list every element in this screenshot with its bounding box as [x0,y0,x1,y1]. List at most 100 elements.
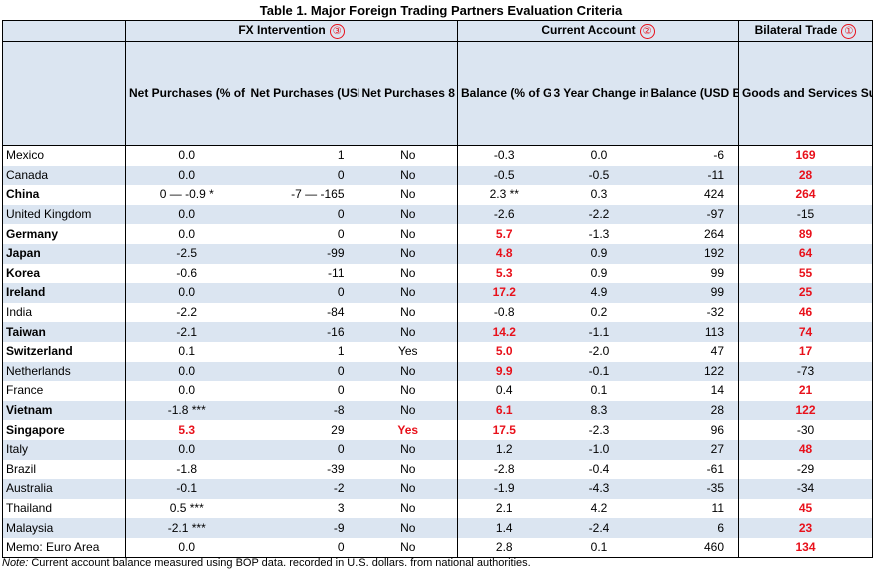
value-cell-e: 0.1 [590,383,608,398]
table-row: Vietnam -1.8 *** -8 No 6.1 8.3 28 122 [2,400,873,421]
value-cell-e: 0.1 [550,537,648,559]
value-cell-a: 0.5 *** [169,500,204,515]
value-cell-c: No [358,518,458,538]
group-fx-number: ③ [329,23,345,39]
column-header-1a: Net Purchases (% of GDP, Trailing 4Q) (1… [125,41,248,146]
value-cell-c: Yes [358,420,458,440]
country-cell: Memo: Euro Area [2,537,126,559]
value-cell-a: 0.0 [178,148,196,163]
value-cell-c: No [358,243,458,264]
value-cell-b: -11 [328,265,345,280]
group-ca-number: ② [639,23,655,39]
value-cell-a: 5.3 [178,422,196,437]
value-cell-f: 99 [647,263,739,284]
value-cell-c: No [358,302,458,323]
value-cell-a: -2.1 [125,322,248,342]
country-cell: Switzerland [2,341,126,362]
group-current-account: Current Account ② [457,20,739,42]
value-cell-b: -7 — -165 [291,187,345,202]
value-cell-c: No [358,400,458,421]
value-cell-c: No [358,361,458,382]
value-cell-f: 47 [647,341,739,362]
value-cell-f: 264 [647,224,739,244]
value-cell-d: 4.8 [457,243,551,264]
value-cell-a: -2.1 *** [125,518,248,538]
group-ca-label: Current Account [541,23,636,38]
value-cell-b: 3 [337,500,345,515]
value-cell-d: 9.9 [457,361,551,382]
value-cell-b: 0 [247,439,359,460]
value-cell-d: -2.8 [493,461,515,476]
value-cell-c: No [358,263,458,284]
value-cell-d: 1.4 [457,518,551,538]
value-cell-g: 89 [738,224,873,244]
value-cell-e: -0.1 [550,361,648,382]
value-cell-a: -1.8 *** [125,400,248,421]
value-cell-b: 0 [247,361,359,382]
value-cell-e: 0.3 [590,187,608,202]
value-cell-e: -2.2 [550,204,648,225]
value-cell-a: 0.0 [125,204,248,225]
column-header-2b: 3 Year Change in Balance (% of GDP) (2b) [550,41,648,146]
value-cell-d: 2.1 [495,500,513,515]
value-cell-b: 1 [337,148,345,163]
value-cell-c: No [358,498,458,519]
value-cell-b: -2 [247,479,359,499]
value-cell-d: 5.0 [495,344,513,359]
value-cell-g: 122 [738,400,873,421]
country-cell: Korea [2,263,126,284]
value-cell-f: -32 [647,302,739,323]
value-cell-b: -39 [327,461,345,476]
value-cell-g: -30 [738,420,873,440]
country-cell: Japan [2,243,126,264]
value-cell-e: -1.0 [550,439,648,460]
value-cell-f: 27 [647,439,739,460]
table-row: Germany 0.0 0 No 5.7 -1.3 264 89 [2,224,873,244]
value-cell-g: 21 [738,381,873,401]
country-cell: Taiwan [2,322,126,342]
table-row: Singapore 5.3 29 Yes 17.5 -2.3 96 -30 [2,420,873,440]
value-cell-c: No [358,479,458,499]
value-cell-a: 0 — -0.9 * [159,187,214,202]
value-cell-c: No [358,439,458,460]
table-row: Brazil -1.8 -39 No -2.8 -0.4 -61 -29 [2,459,873,480]
value-cell-a: 0.0 [125,537,248,559]
group-fx-label: FX Intervention [238,23,326,38]
value-cell-e: 0.2 [590,305,608,320]
value-cell-e: 4.2 [590,500,608,515]
table-row: China 0 — -0.9 * -7 — -165 No 2.3 ** 0.3 424 26… [2,185,873,205]
table-row: Taiwan -2.1 -16 No 14.2 -1.1 113 74 [2,322,873,342]
country-cell: France [2,381,126,401]
value-cell-d: 17.2 [457,283,551,303]
value-cell-f: 99 [647,283,739,303]
value-cell-g: 45 [738,498,873,519]
table-row: Switzerland 0.1 1 Yes 5.0 -2.0 47 17 [2,341,873,362]
value-cell-a: -0.6 [176,265,198,280]
value-cell-g: 23 [738,518,873,538]
value-cell-c: No [358,145,458,166]
table-row: India -2.2 -84 No -0.8 0.2 -32 46 [2,302,873,323]
value-cell-e: 0.9 [550,243,648,264]
value-cell-f: 14 [647,381,739,401]
value-cell-b: 0 [247,204,359,225]
value-cell-f: -61 [647,459,739,480]
value-cell-d: 14.2 [457,322,551,342]
value-cell-e: -2.0 [588,344,610,359]
value-cell-b: -9 [247,518,359,538]
value-cell-a: 0.0 [125,283,248,303]
value-cell-f: -35 [647,479,739,499]
value-cell-b: -84 [327,305,345,320]
value-cell-f: 28 [647,400,739,421]
country-cell: Singapore [2,420,126,440]
value-cell-g: -34 [738,479,873,499]
footnote-label: Note: [2,557,29,569]
value-cell-b: 29 [331,422,345,437]
value-cell-c: No [358,204,458,225]
country-cell: China [2,185,126,205]
value-cell-g: -73 [738,361,873,382]
value-cell-f: 460 [647,537,739,559]
value-cell-g: 264 [738,185,873,205]
value-cell-b: -16 [247,322,359,342]
value-cell-b: -99 [247,243,359,264]
value-cell-g: 17 [738,341,873,362]
